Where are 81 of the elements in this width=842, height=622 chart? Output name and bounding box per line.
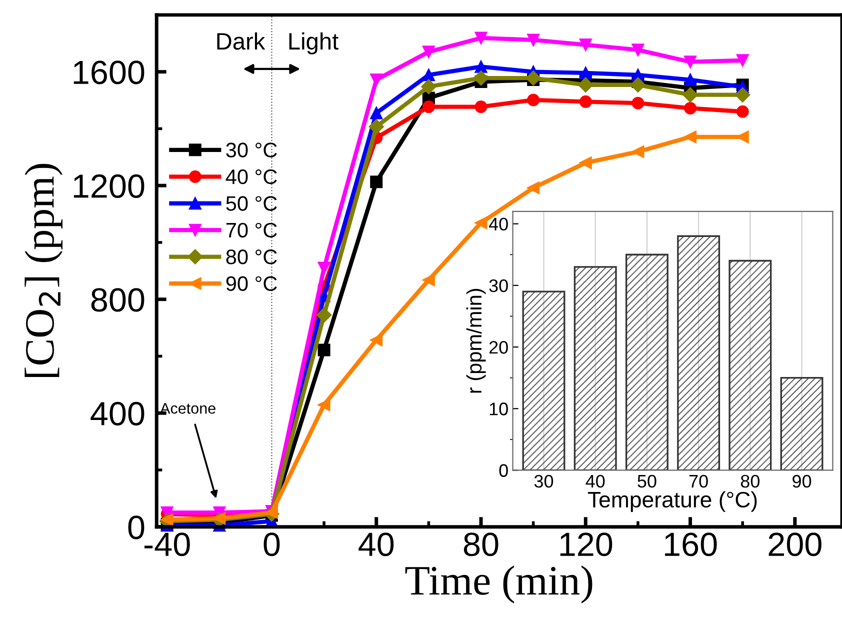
point	[474, 60, 488, 73]
point	[682, 87, 698, 102]
point	[632, 145, 644, 158]
point	[684, 130, 697, 144]
y-tick-label: 400	[90, 402, 144, 426]
x-axis-title: Temperature (°C)	[588, 491, 757, 512]
y-tick-label: 800	[91, 288, 144, 312]
point	[318, 344, 330, 356]
point	[527, 94, 540, 106]
point	[422, 100, 435, 114]
x-axis-title: Time (min)	[405, 566, 592, 604]
point	[526, 70, 541, 86]
bar	[574, 266, 617, 470]
y-axis-title: [CO$_{2}$] (ppm)	[24, 164, 62, 377]
point	[422, 46, 435, 58]
y-tick-label: 30	[489, 279, 508, 292]
point	[160, 513, 174, 526]
point	[736, 54, 749, 67]
x-tick-label: 70	[689, 474, 708, 488]
point	[421, 79, 436, 94]
point	[735, 87, 750, 102]
x-tick-label: 160	[665, 532, 717, 556]
annotation: Dark	[217, 32, 266, 50]
x-tick-label: 40	[586, 474, 605, 488]
y-tick-label: 20	[489, 340, 508, 354]
x-tick-label: 80	[464, 532, 498, 556]
point	[684, 56, 697, 68]
point	[370, 176, 383, 188]
y-tick-label: 0	[499, 464, 508, 477]
y-tick-label: 0	[128, 516, 144, 540]
legend-label: 90 °C	[226, 276, 277, 291]
x-tick-label: -40	[144, 532, 190, 556]
point	[578, 77, 594, 92]
point	[527, 182, 540, 194]
point	[579, 66, 592, 80]
point	[316, 307, 332, 323]
legend-label: 80 °C	[226, 250, 277, 264]
x-tick-label: 90	[792, 474, 812, 488]
x-tick-label: 40	[358, 532, 394, 556]
y-axis-title: r (ppm/min)	[466, 288, 486, 393]
point	[630, 77, 646, 92]
y-tick-label: 1600	[74, 60, 144, 84]
bar	[780, 376, 824, 470]
point	[632, 44, 644, 56]
point	[422, 68, 435, 82]
point	[473, 70, 489, 86]
annotation: Acetone	[160, 403, 216, 414]
y-tick-label: 1200	[74, 174, 144, 198]
point	[318, 262, 330, 274]
legend-label: 50 °C	[226, 196, 277, 211]
point	[527, 34, 540, 46]
point	[370, 74, 383, 86]
annotation: Light	[289, 32, 338, 54]
point	[579, 156, 592, 170]
x-tick-label: 30	[534, 474, 554, 488]
point	[318, 398, 330, 412]
x-tick-label: 120	[560, 532, 612, 556]
bar	[522, 290, 566, 470]
point	[632, 96, 644, 110]
point	[684, 74, 697, 86]
point	[370, 106, 383, 120]
point	[474, 32, 488, 44]
point	[474, 216, 488, 230]
x-tick-label: 0	[264, 532, 280, 556]
x-tick-label: 200	[768, 532, 822, 556]
x-tick-label: 50	[638, 474, 656, 488]
x-tick-label: 80	[740, 474, 760, 488]
bar	[728, 260, 772, 470]
y-tick-label: 10	[490, 402, 508, 416]
legend-label: 40 °C	[226, 169, 277, 184]
bar	[677, 235, 720, 470]
point	[684, 102, 697, 114]
point	[736, 105, 749, 118]
y-tick-label: 40	[488, 218, 508, 231]
legend-label: 30 °C	[226, 142, 277, 158]
point	[368, 119, 384, 134]
legend-label: 70 °C	[226, 222, 277, 238]
point	[579, 95, 592, 108]
point	[579, 38, 592, 52]
bar	[625, 254, 668, 470]
point	[474, 100, 488, 114]
